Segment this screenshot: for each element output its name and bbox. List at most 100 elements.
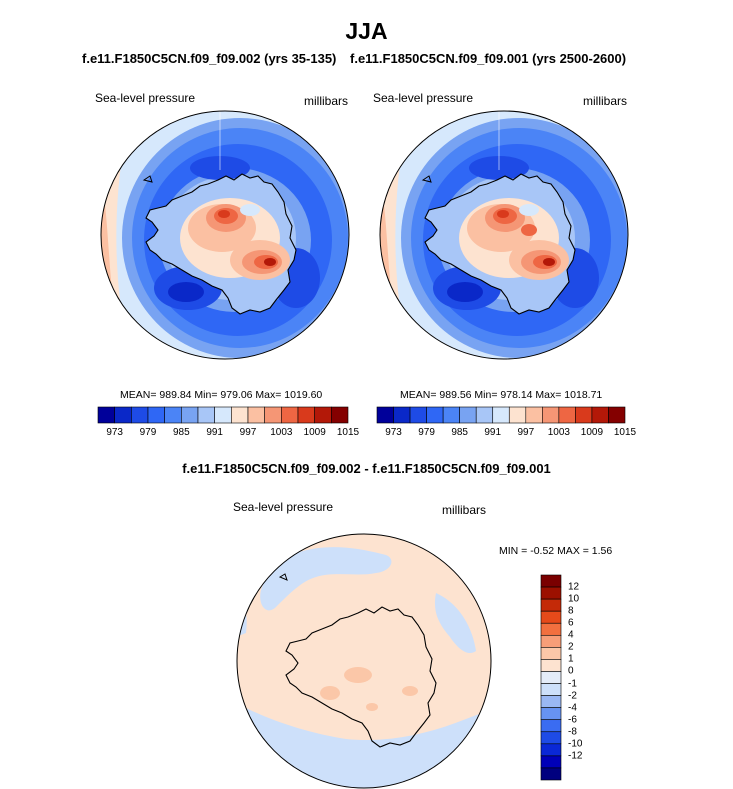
colorbar-swatch <box>131 406 149 424</box>
colorbar-swatch <box>231 406 249 424</box>
colorbar-swatch <box>540 647 562 660</box>
colorbar-swatch <box>459 406 477 424</box>
colorbar-tick-label: 1009 <box>303 427 326 438</box>
colorbar-tick-label: 10 <box>568 593 580 605</box>
colorbar-swatch <box>540 598 562 612</box>
colorbar-swatch <box>540 586 562 600</box>
colorbar-tick-label: 1 <box>568 653 574 665</box>
colorbar-swatch <box>181 406 199 424</box>
colorbar-tick-label: 12 <box>568 581 580 593</box>
colorbar-swatch <box>540 574 562 588</box>
colorbar-swatch <box>492 406 510 424</box>
colorbar-tick-label: 1015 <box>336 427 360 438</box>
colorbar-swatch <box>197 406 215 424</box>
colorbar-tick-label: -8 <box>568 726 577 738</box>
colorbar-swatch <box>508 406 527 424</box>
colorbar-swatch <box>393 406 411 424</box>
colorbar-swatch <box>426 406 444 424</box>
contour-field <box>380 111 628 359</box>
panel-2-colorbar-labels: 973 979 985 991 997 1003 1009 1015 <box>377 427 636 441</box>
difference-minmax: MIN = -0.52 MAX = 1.56 <box>499 545 613 557</box>
colorbar-swatch <box>442 406 460 424</box>
colorbar-tick-label: 991 <box>484 427 502 438</box>
colorbar-swatch <box>540 707 562 721</box>
colorbar-swatch <box>558 406 576 424</box>
panel-1-units-label: millibars <box>304 94 349 108</box>
colorbar-swatch <box>540 767 562 781</box>
difference-variable-label: Sea-level pressure <box>233 500 334 514</box>
panel-2-stats: MEAN= 989.56 Min= 978.14 Max= 1018.71 <box>400 389 603 401</box>
colorbar-swatch <box>281 406 299 424</box>
colorbar-swatch <box>297 406 315 424</box>
panel-1-title: f.e11.F1850C5CN.f09_f09.002 (yrs 35-135) <box>82 51 337 66</box>
panel-1-colorbar <box>97 406 349 424</box>
colorbar-tick-label: -10 <box>568 738 583 750</box>
colorbar-swatch <box>540 622 562 636</box>
colorbar-tick-label: 997 <box>239 427 257 438</box>
panel-1-variable-label: Sea-level pressure <box>95 91 196 105</box>
colorbar-swatch <box>608 406 626 424</box>
panel-2-map <box>379 110 629 360</box>
panel-1-colorbar-labels: 973 979 985 991 997 1003 1009 1015 <box>98 427 359 441</box>
colorbar-swatch <box>164 406 182 424</box>
colorbar-swatch <box>147 406 165 424</box>
colorbar-swatch <box>114 406 132 424</box>
colorbar-tick-label: 1003 <box>270 427 293 438</box>
colorbar-swatches <box>376 406 626 424</box>
colorbar-swatch <box>540 634 562 648</box>
colorbar-swatch <box>540 695 562 708</box>
colorbar-tick-label: 0 <box>568 665 574 677</box>
colorbar-tick-label: -2 <box>568 690 577 702</box>
figure-title: JJA <box>345 18 388 44</box>
difference-units-label: millibars <box>442 503 487 517</box>
panel-2-variable-label: Sea-level pressure <box>373 91 474 105</box>
colorbar-tick-label: 973 <box>385 427 402 438</box>
colorbar-swatch <box>540 683 562 696</box>
colorbar-tick-label: 4 <box>568 629 574 641</box>
colorbar-tick-label: 6 <box>568 617 574 629</box>
difference-title: f.e11.F1850C5CN.f09_f09.002 - f.e11.F185… <box>182 461 551 476</box>
colorbar-swatch <box>331 406 349 424</box>
colorbar-swatch <box>540 610 562 624</box>
colorbar-swatch <box>376 406 394 424</box>
colorbar-tick-label: -4 <box>568 702 577 714</box>
colorbar-swatch <box>247 406 265 424</box>
colorbar-tick-label: 991 <box>206 427 223 438</box>
colorbar-tick-label: -12 <box>568 750 583 762</box>
colorbar-tick-label: 1009 <box>580 427 604 438</box>
colorbar-tick-label: 2 <box>568 641 574 653</box>
panel-2-colorbar <box>376 406 626 424</box>
colorbar-tick-label: -6 <box>568 714 577 726</box>
colorbar-swatch <box>314 406 332 424</box>
difference-field <box>237 534 491 788</box>
colorbar-swatch <box>214 406 232 424</box>
colorbar-tick-label: 979 <box>139 427 157 438</box>
panel-1-map <box>100 110 350 360</box>
colorbar-tick-label: -1 <box>568 678 577 690</box>
colorbar-swatch <box>540 743 562 757</box>
colorbar-tick-label: 8 <box>568 605 574 617</box>
colorbar-swatch <box>540 659 562 672</box>
colorbar-tick-label: 973 <box>106 427 123 438</box>
panel-2-title: f.e11.F1850C5CN.f09_f09.001 (yrs 2500-26… <box>350 51 627 66</box>
colorbar-swatch <box>540 731 562 745</box>
colorbar-tick-label: 1015 <box>613 427 637 438</box>
colorbar-swatch <box>542 406 560 424</box>
colorbar-swatch <box>264 406 282 424</box>
colorbar-swatch <box>540 755 562 769</box>
colorbar-tick-label: 1003 <box>547 427 570 438</box>
contour-field <box>101 111 349 359</box>
colorbar-swatch <box>540 671 562 684</box>
difference-colorbar <box>540 574 562 781</box>
colorbar-swatch <box>525 406 543 424</box>
colorbar-tick-label: 979 <box>418 427 435 438</box>
colorbar-swatch <box>475 406 494 424</box>
colorbar-tick-label: 985 <box>451 427 468 438</box>
colorbar-swatch <box>540 719 562 733</box>
colorbar-swatches <box>97 406 349 424</box>
colorbar-tick-label: 985 <box>172 427 190 438</box>
difference-map <box>236 533 492 789</box>
panel-2-units-label: millibars <box>583 94 628 108</box>
panel-1-stats: MEAN= 989.84 Min= 979.06 Max= 1019.60 <box>120 389 323 401</box>
colorbar-swatch <box>591 406 609 424</box>
